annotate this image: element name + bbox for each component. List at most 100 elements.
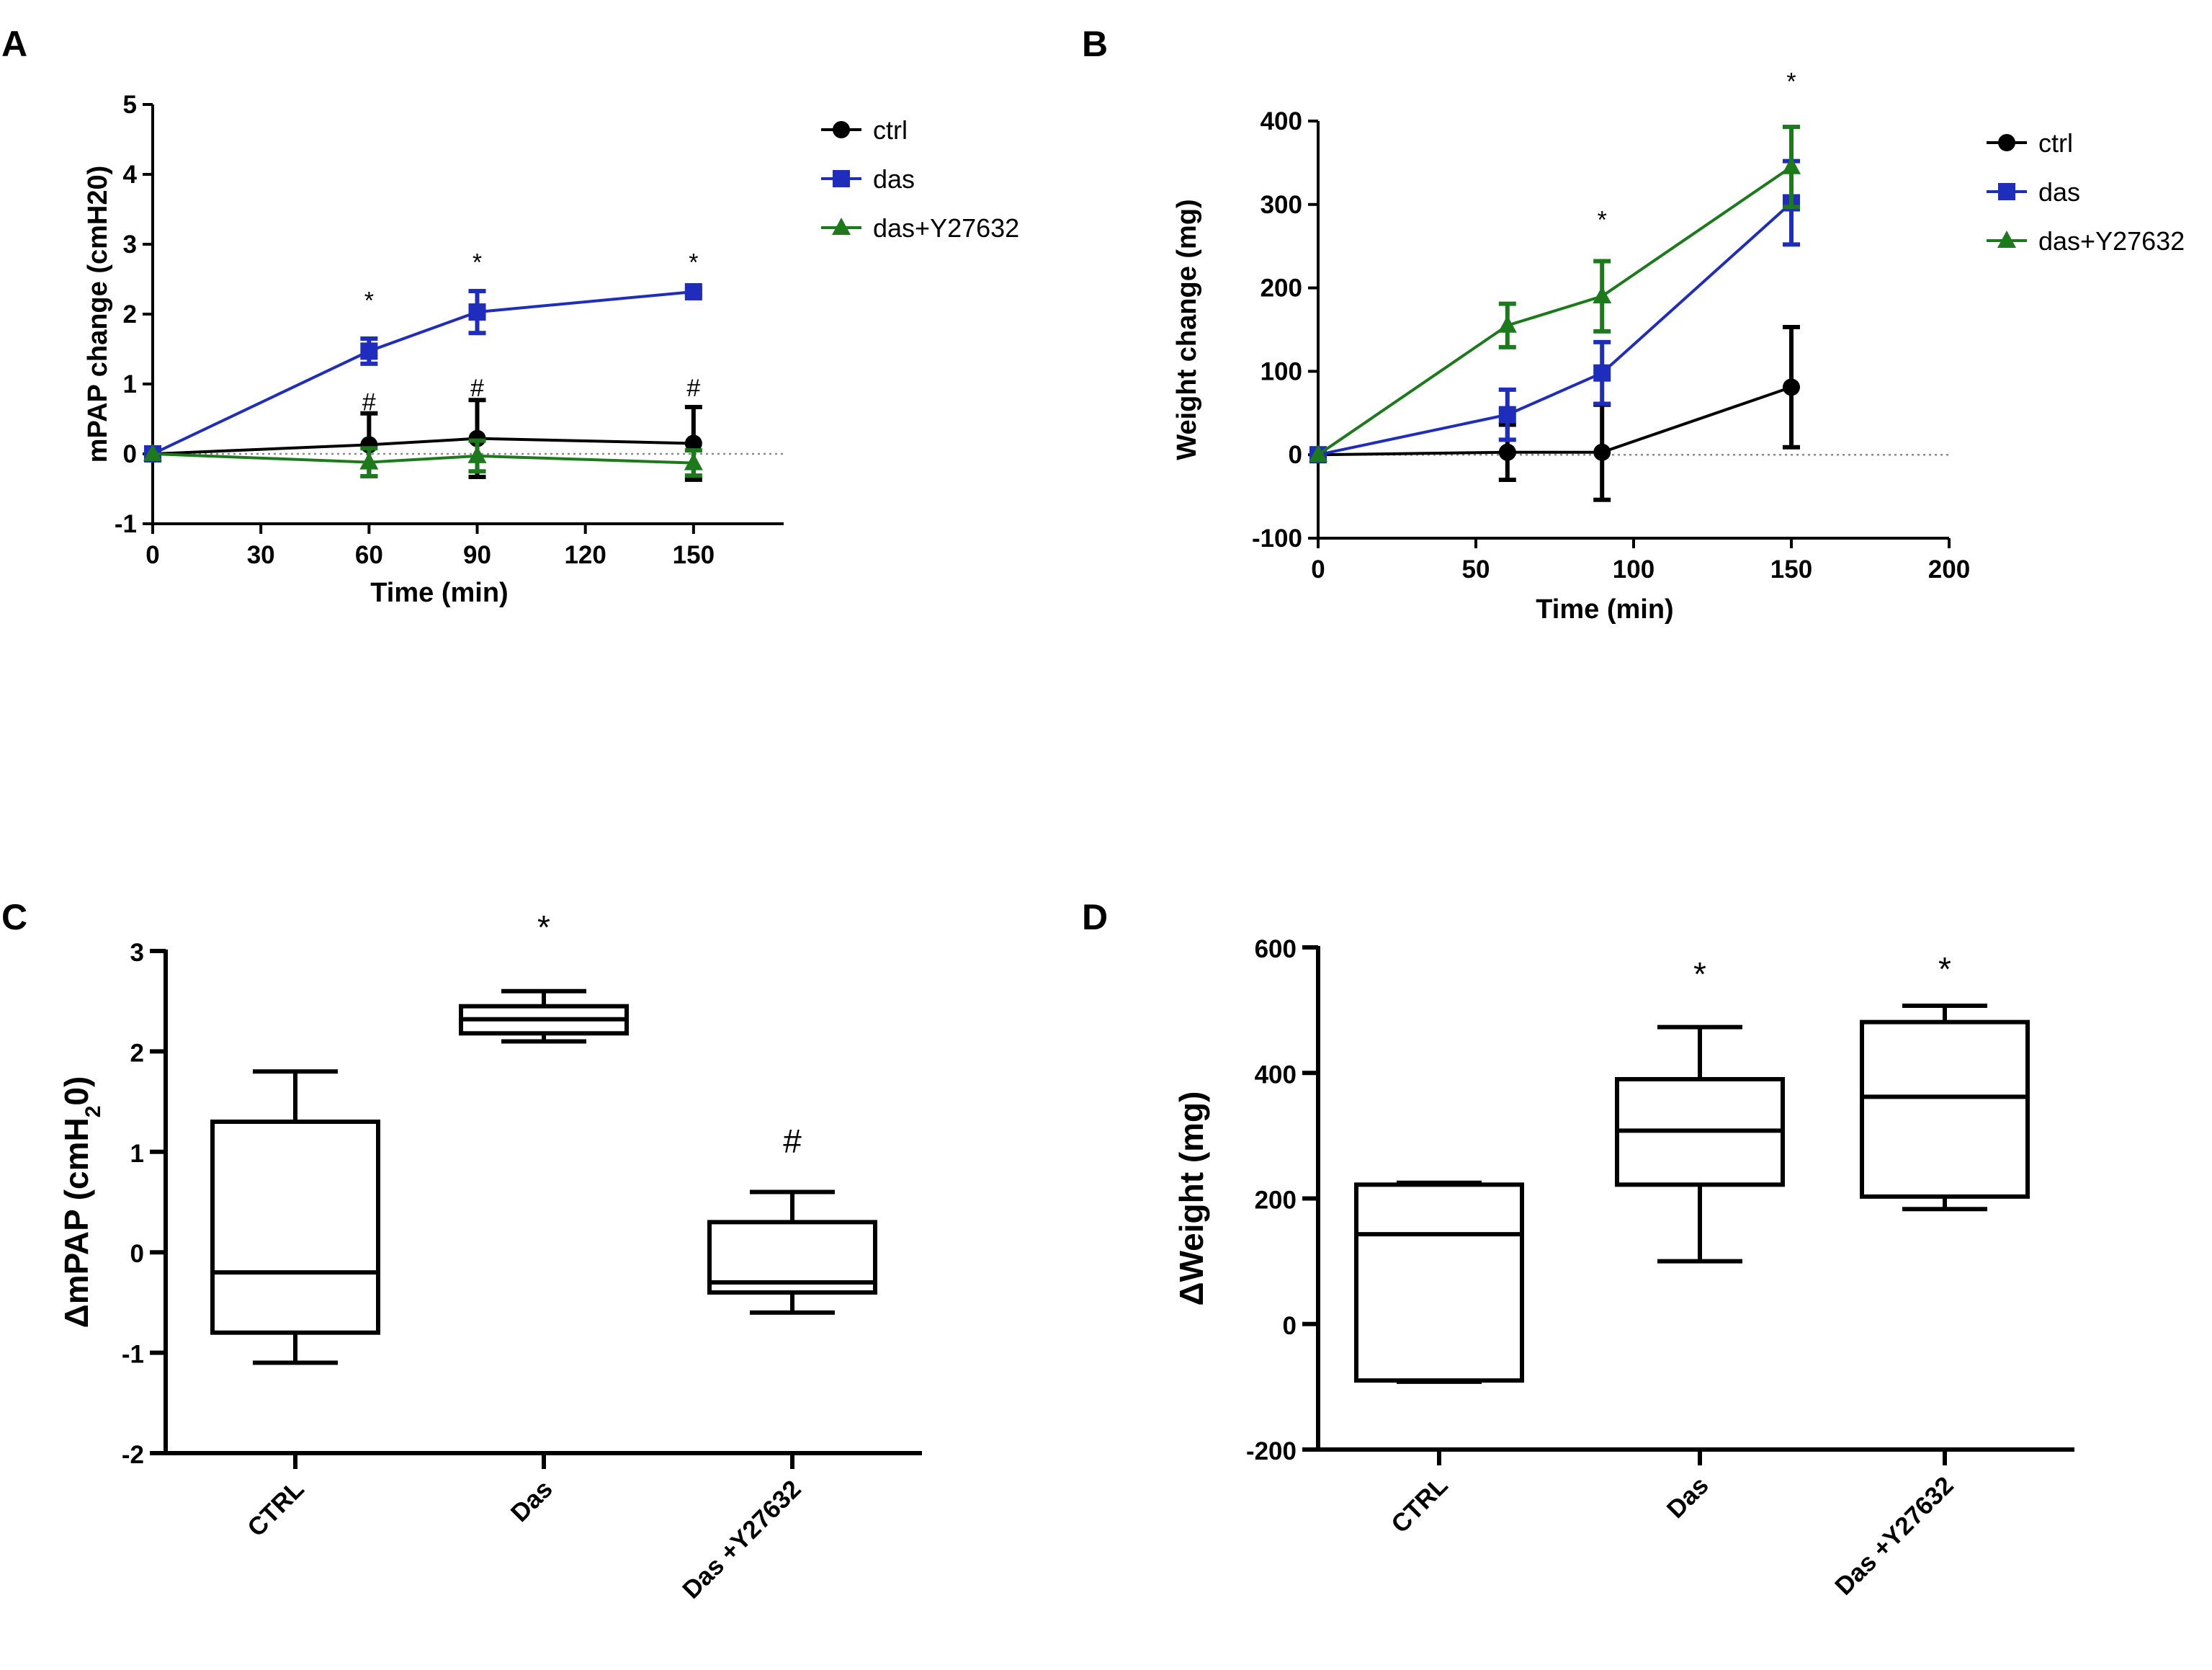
significance-hash: # (686, 375, 700, 402)
panel-letter-c: C (1, 897, 27, 937)
legend-marker (832, 218, 851, 235)
x-tick-label: 120 (564, 541, 606, 569)
x-tick-label-das-y27632: Das +Y27632 (1830, 1471, 1959, 1601)
box-iqr (1354, 1182, 1524, 1383)
x-tick-label: 30 (247, 541, 275, 569)
box-ctrl (210, 1069, 380, 1365)
y-axis-title-subscript: 2 (81, 1106, 105, 1118)
legend-item-ctrl: ctrl (821, 115, 908, 145)
legend-marker (1998, 183, 2015, 200)
series-das-y27632 (1309, 125, 1801, 463)
y-tick-label: 300 (1261, 191, 1302, 219)
y-tick-label: -1 (115, 510, 137, 538)
legend-item-ctrl: ctrl (1987, 128, 2073, 158)
significance-hash: # (470, 375, 484, 402)
data-point-ctrl (684, 434, 702, 452)
panel-letter-a: A (1, 24, 27, 64)
data-point-das (1593, 364, 1611, 382)
y-axis-title: ΔWeight (mg) (1173, 1091, 1210, 1306)
series-ctrl (1309, 325, 1800, 502)
legend-marker (833, 170, 850, 187)
x-tick-label-ctrl: CTRL (1386, 1471, 1454, 1539)
y-tick-label: 600 (1255, 935, 1297, 963)
data-point-das (1498, 406, 1516, 424)
significance-asterisk: * (689, 249, 698, 276)
x-tick-label: 0 (145, 541, 159, 569)
y-tick-label: 2 (130, 1039, 144, 1067)
series-line-ctrl (152, 437, 694, 455)
y-tick-label: 100 (1261, 357, 1302, 385)
y-tick-label: 4 (123, 161, 138, 189)
data-point-ctrl (1783, 378, 1800, 396)
box-das-y27632 (707, 1189, 877, 1315)
x-tick-label: 90 (463, 541, 491, 569)
legend-item-das: das (1987, 177, 2080, 207)
y-tick-label: 3 (123, 231, 137, 259)
significance-asterisk: * (1938, 950, 1951, 988)
legend-label: das (873, 164, 915, 194)
y-tick-label: 5 (123, 91, 137, 119)
y-axis-title: mPAP change (cmH20) (83, 166, 113, 463)
y-tick-label: -2 (122, 1441, 144, 1469)
data-point-das-y27632 (1497, 315, 1517, 333)
x-tick-label: 60 (355, 541, 383, 569)
x-tick-label: 100 (1613, 555, 1654, 584)
box-iqr (210, 1119, 380, 1335)
series-line-das (152, 290, 694, 455)
y-axis-title-part: ΔmPAP (cmH (58, 1117, 95, 1328)
box-das-y27632 (1860, 1004, 2030, 1212)
data-point-das-y27632 (684, 452, 703, 470)
significance-asterisk: * (1786, 68, 1796, 95)
y-tick-label: 200 (1255, 1187, 1297, 1215)
series-das-y27632 (143, 438, 703, 479)
y-tick-label: -1 (122, 1341, 144, 1369)
x-tick-label-das-y27632: Das +Y27632 (677, 1475, 807, 1604)
y-tick-label: 2 (123, 300, 137, 329)
x-tick-label: 150 (673, 541, 715, 569)
significance-asterisk: * (364, 287, 374, 315)
box-ctrl (1354, 1180, 1524, 1384)
y-tick-label: 1 (130, 1140, 144, 1168)
y-tick-label: 1 (123, 370, 137, 398)
y-axis-title: ΔmPAP (cmH20) (58, 1076, 105, 1329)
x-tick-label: 200 (1928, 555, 1970, 584)
box-das (459, 988, 629, 1044)
data-point-das-y27632 (1593, 286, 1612, 304)
significance-asterisk: * (537, 908, 550, 946)
legend-marker (1997, 231, 2016, 248)
legend-marker (833, 121, 850, 138)
panel-a-line-chart: -1 0 1 2 3 4 5 0 30 60 90 120 150 Time (min) mPAP chan… (83, 91, 1019, 608)
data-point-das-y27632 (143, 444, 162, 461)
y-tick-label: 0 (123, 440, 137, 468)
panel-letter-b: B (1082, 24, 1108, 64)
x-tick-label: 50 (1462, 555, 1490, 584)
y-axis-title: Weight change (mg) (1172, 199, 1202, 460)
panel-d-box-plot: -200 0 200 400 600 ΔWeight (mg) CTRL Das Das +Y2… (1173, 935, 2074, 1601)
x-axis-title: Time (min) (1536, 594, 1673, 625)
series-line-das-y27632 (1317, 166, 1793, 456)
significance-hash: # (783, 1122, 802, 1160)
legend-item-das: das (821, 164, 915, 194)
y-tick-label: 400 (1261, 107, 1302, 135)
y-tick-label: 3 (130, 939, 144, 967)
data-point-das-y27632 (1782, 156, 1801, 174)
box-iqr (1860, 1019, 2030, 1199)
data-point-das (684, 282, 702, 300)
data-point-das-y27632 (1309, 445, 1327, 463)
legend-label: das (2038, 177, 2080, 207)
legend-item-das-y27632: das+Y27632 (821, 213, 1019, 243)
data-point-ctrl (1593, 443, 1611, 461)
legend-label: ctrl (2038, 128, 2073, 158)
y-tick-label: 0 (1283, 1312, 1297, 1340)
y-tick-label: 400 (1255, 1061, 1297, 1089)
panel-letter-d: D (1082, 897, 1108, 937)
data-point-das-y27632 (359, 452, 379, 470)
x-tick-label-das: Das (1662, 1471, 1714, 1524)
x-tick-label: 0 (1311, 555, 1325, 584)
data-point-das (468, 303, 486, 321)
x-axis-title: Time (min) (370, 578, 508, 608)
x-tick-label: 150 (1770, 555, 1812, 584)
significance-asterisk: * (1693, 955, 1706, 993)
legend-label: das+Y27632 (873, 213, 1019, 243)
